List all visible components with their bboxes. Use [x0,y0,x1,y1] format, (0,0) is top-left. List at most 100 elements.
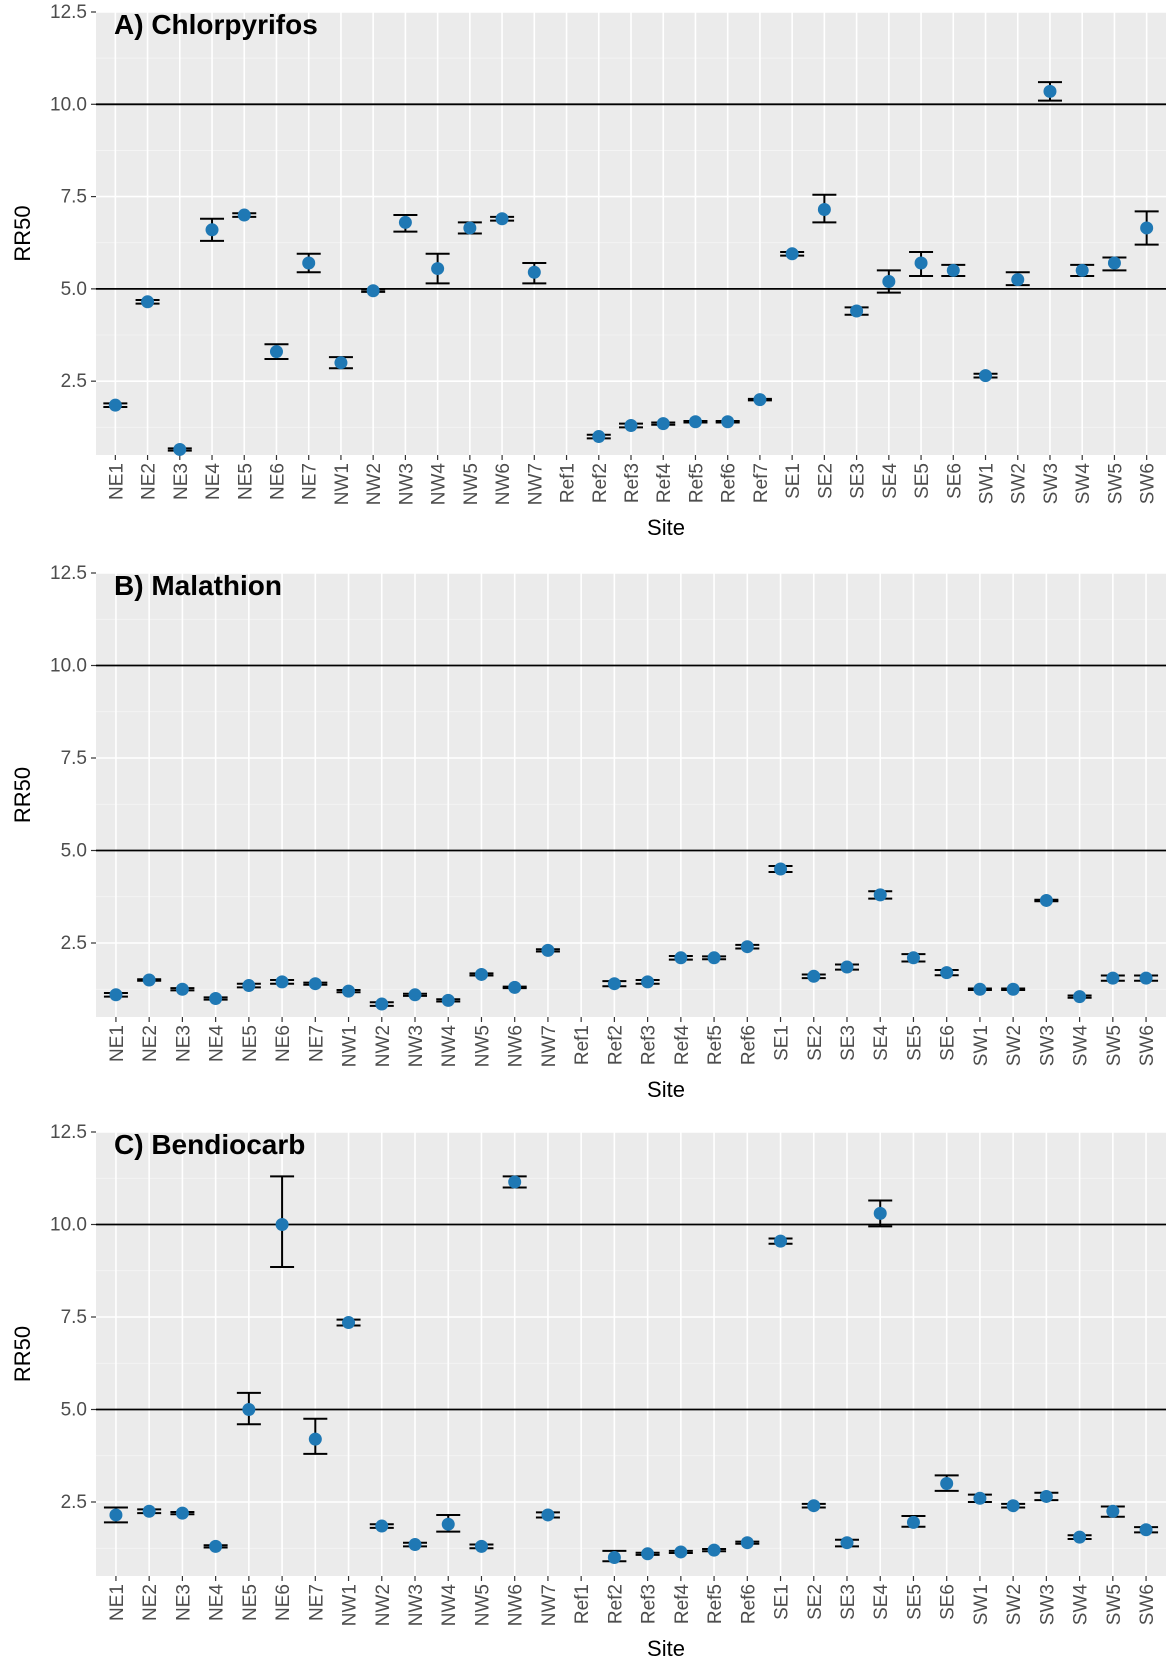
data-point [109,988,123,1002]
y-tick-label: 10.0 [50,656,87,677]
data-point [1140,221,1154,235]
data-point [973,982,987,996]
plot-background [96,1132,1166,1576]
data-point [175,982,189,996]
x-tick-label: NE1 [106,463,127,500]
data-point [441,993,455,1007]
x-axis-title: Site [647,1077,685,1102]
x-tick-label: SE5 [904,1025,925,1061]
x-tick-label: Ref3 [639,1025,660,1065]
x-tick-label: SE6 [938,1584,959,1620]
x-tick-label: SW2 [1004,1584,1025,1625]
data-point [109,1508,123,1522]
data-point [641,1547,655,1561]
data-point [108,398,122,412]
x-tick-label: SW1 [971,1025,992,1066]
data-point [979,369,993,383]
data-point [541,943,555,957]
x-tick-label: NE4 [207,1025,228,1062]
x-tick-label: SW3 [1037,1025,1058,1066]
x-tick-label: SE4 [880,463,901,499]
x-tick-label: Ref2 [605,1584,626,1624]
y-tick-label: 10.0 [50,94,87,115]
x-tick-label: SW5 [1104,1584,1125,1625]
data-point [873,888,887,902]
data-point [342,984,356,998]
data-point [1106,1504,1120,1518]
x-tick-label: NE6 [273,1025,294,1062]
x-tick-label: NW4 [439,1584,460,1627]
x-tick-label: NW2 [373,1025,394,1067]
x-tick-label: NW7 [539,1584,560,1626]
y-tick-label: 2.5 [61,371,87,392]
data-point [624,418,638,432]
x-tick-label: Ref4 [672,1025,693,1066]
y-axis-title: RR50 [10,767,35,823]
x-tick-label: NE2 [140,1584,161,1621]
x-tick-label: Ref2 [590,463,611,503]
data-point [308,977,322,991]
x-tick-label: NW2 [364,463,385,505]
data-point [674,951,688,965]
x-tick-label: NW6 [506,1025,527,1067]
data-point [205,223,219,237]
data-point [541,1508,555,1522]
data-point [840,960,854,974]
data-point [334,356,348,370]
data-point [474,1539,488,1553]
data-point [1106,971,1120,985]
data-point [840,1536,854,1550]
data-point [740,940,754,954]
x-tick-label: Ref5 [686,463,707,503]
data-point [785,247,799,261]
data-point [688,415,702,429]
x-tick-label: NW4 [429,463,450,506]
data-point [141,295,155,309]
data-point [302,256,316,270]
x-tick-label: SE5 [904,1584,925,1620]
panel-title: C) Bendiocarb [114,1129,305,1160]
x-tick-label: Ref6 [719,463,740,503]
x-tick-label: SW6 [1137,1584,1158,1625]
data-point [707,1543,721,1557]
y-tick-label: 5.0 [61,279,87,300]
data-point [774,1234,788,1248]
x-tick-label: Ref2 [605,1025,626,1065]
x-tick-label: SE4 [871,1025,892,1061]
x-tick-label: SW6 [1138,463,1159,504]
x-tick-label: NW1 [340,1025,361,1067]
data-point [656,417,670,431]
data-point [242,979,256,993]
x-tick-label: SW6 [1137,1025,1158,1066]
data-point [973,1491,987,1505]
x-tick-label: SE2 [815,463,836,499]
data-point [375,997,389,1011]
x-tick-label: NE3 [171,463,192,500]
y-tick-label: 5.0 [61,1400,87,1421]
data-point [275,1218,289,1231]
chart-panel-1: 2.5 5.0 7.5 10.0 12.5 NE1 NE2 NE3 NE4 NE5 NE6 NE7 NW… [10,2,1166,540]
x-tick-label: Ref3 [622,463,643,503]
y-tick-label: 7.5 [61,1307,87,1328]
data-point [209,1539,223,1553]
data-point [774,862,788,876]
data-point [441,1517,455,1531]
x-tick-label: NW3 [406,1584,427,1626]
x-tick-label: SE5 [912,463,933,499]
plot-background [96,573,1166,1017]
data-point [906,951,920,965]
x-tick-label: SW3 [1041,463,1062,504]
y-tick-label: 10.0 [50,1215,87,1236]
y-tick-label: 12.5 [50,563,87,584]
data-point [408,1538,422,1552]
data-point [527,265,541,279]
data-point [275,975,289,989]
x-tick-label: SE1 [772,1584,793,1620]
x-tick-label: NW1 [340,1584,361,1626]
data-point [914,256,928,270]
data-point [173,442,187,456]
data-point [721,415,735,429]
data-point [641,975,655,989]
x-tick-label: NE4 [203,463,224,500]
x-tick-label: Ref6 [738,1584,759,1624]
